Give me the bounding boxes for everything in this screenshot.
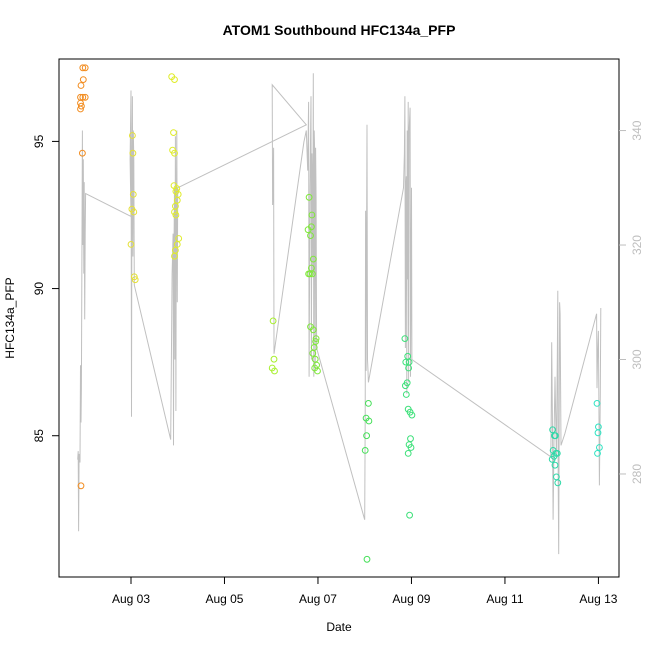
y-axis-label: HFC134a_PFP — [3, 277, 17, 358]
data-point — [305, 193, 313, 201]
data-point — [79, 76, 87, 83]
data-point — [594, 450, 601, 457]
data-point — [81, 93, 89, 101]
data-point — [309, 255, 317, 263]
data-point — [314, 367, 321, 375]
y-tick-label: 85 — [32, 429, 46, 443]
data-point — [402, 358, 410, 366]
y-axis: 85 90 95 — [32, 134, 59, 442]
data-point — [405, 364, 413, 372]
data-point — [81, 64, 89, 72]
data-point — [408, 411, 416, 419]
data-point — [549, 426, 556, 434]
data-point — [308, 211, 316, 219]
data-point — [309, 349, 317, 357]
data-point — [554, 479, 562, 487]
data-point — [129, 132, 136, 139]
data-point — [78, 102, 85, 110]
data-point — [131, 276, 139, 284]
data-point — [171, 252, 178, 260]
y2-tick-label: 280 — [630, 464, 644, 484]
data-point — [171, 76, 178, 83]
data-point — [270, 355, 278, 363]
data-point — [407, 444, 415, 451]
data-point — [79, 93, 87, 101]
data-point — [170, 129, 177, 137]
data-point — [312, 335, 320, 343]
data-point — [171, 149, 178, 157]
data-point — [172, 211, 180, 219]
data-point — [402, 391, 410, 398]
y-tick-label: 95 — [32, 134, 46, 148]
plot-frame — [58, 58, 620, 578]
data-point — [365, 400, 372, 407]
data-point — [309, 270, 316, 278]
data-point — [269, 317, 277, 325]
x-tick-label: Aug 05 — [205, 592, 243, 606]
data-point — [77, 482, 85, 490]
altitude-line — [77, 73, 602, 555]
y2-tick-label: 300 — [630, 349, 644, 369]
chart-title: ATOM1 Southbound HFC134a_PFP — [223, 22, 456, 38]
altitude-line-layer — [77, 73, 602, 555]
data-point — [271, 367, 278, 375]
data-point — [551, 461, 559, 469]
data-point — [77, 82, 85, 89]
data-point — [402, 382, 409, 390]
data-point — [363, 555, 371, 563]
data-point — [307, 323, 314, 331]
data-point — [307, 232, 314, 240]
data-point — [129, 149, 137, 157]
data-point — [406, 511, 414, 519]
data-point — [548, 455, 556, 463]
x-axis-label: Date — [326, 620, 352, 634]
x-tick-label: Aug 03 — [112, 592, 150, 606]
data-point — [404, 352, 412, 360]
data-point — [552, 432, 559, 440]
data-point — [130, 273, 138, 281]
y-tick-label: 90 — [32, 282, 46, 296]
data-point — [127, 241, 135, 248]
data-point — [305, 270, 313, 278]
data-point — [365, 417, 373, 425]
data-point — [404, 450, 412, 457]
data-point — [596, 444, 603, 451]
y2-tick-label: 320 — [630, 235, 644, 255]
x-tick-label: Aug 07 — [299, 592, 337, 606]
data-point — [304, 226, 312, 234]
y2-tick-label: 340 — [630, 120, 644, 140]
data-point — [130, 208, 138, 216]
data-point — [173, 241, 181, 248]
data-point — [173, 196, 181, 204]
data-point — [363, 432, 371, 440]
data-point — [401, 335, 409, 343]
data-point — [129, 191, 137, 198]
x-tick-label: Aug 09 — [392, 592, 430, 606]
x-tick-label: Aug 13 — [579, 592, 617, 606]
data-point — [79, 64, 87, 72]
data-point — [407, 435, 414, 443]
x-tick-label: Aug 11 — [486, 592, 523, 606]
data-point — [594, 429, 602, 437]
data-point — [79, 149, 86, 157]
data-point — [77, 105, 84, 113]
x-axis: Aug 03 Aug 05 Aug 07 Aug 09 Aug 11 Aug 13 — [112, 577, 618, 606]
data-points-layer — [77, 64, 603, 563]
secondary-y-axis: 280 300 320 340 — [619, 120, 644, 484]
data-point — [361, 447, 369, 454]
data-point — [593, 400, 601, 407]
